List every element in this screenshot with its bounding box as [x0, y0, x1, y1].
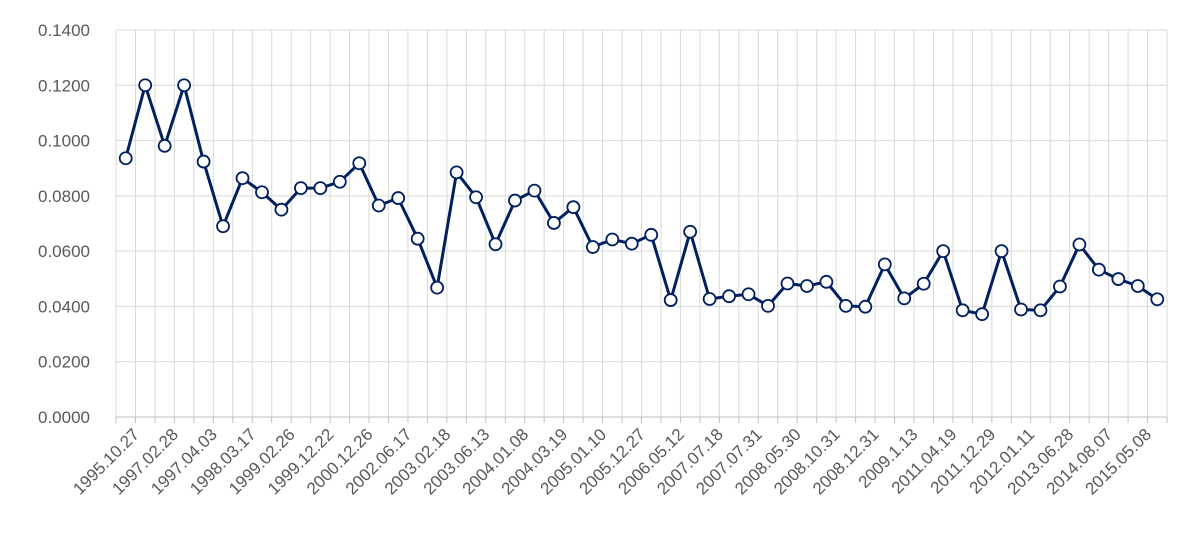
data-point	[508, 193, 522, 208]
data-point	[936, 244, 951, 259]
y-tick-label: 0.0000	[38, 408, 90, 427]
data-point	[877, 257, 892, 272]
data-point	[138, 78, 153, 93]
data-point	[683, 224, 698, 239]
data-point	[916, 276, 931, 291]
y-tick-label: 0.0400	[38, 297, 90, 316]
x-axis: 1995.10.271997.02.281997.04.031998.03.17…	[69, 416, 1168, 498]
data-point	[430, 280, 445, 295]
data-point	[585, 240, 600, 254]
data-point	[469, 190, 483, 205]
data-point	[1091, 262, 1106, 277]
data-point	[780, 276, 795, 291]
data-point	[819, 274, 834, 289]
data-point	[994, 244, 1009, 259]
data-point	[1053, 279, 1067, 294]
data-point	[410, 231, 425, 246]
gridlines	[115, 29, 1168, 417]
y-axis: 0.0000 0.0200 0.0400 0.0600 0.0800 0.1000 0.12…	[38, 21, 90, 427]
data-point	[235, 171, 250, 186]
y-tick-label: 0.1000	[38, 132, 90, 151]
y-tick-label: 0.0600	[38, 242, 90, 261]
data-point	[624, 236, 639, 251]
data-point	[332, 174, 347, 189]
data-point	[196, 154, 211, 169]
data-point	[663, 293, 678, 307]
data-point	[352, 156, 367, 171]
data-point	[293, 181, 308, 196]
data-point	[741, 287, 756, 302]
data-point	[157, 138, 172, 153]
data-point	[722, 289, 736, 304]
data-point	[313, 181, 328, 196]
data-point	[566, 200, 581, 215]
data-point	[274, 202, 289, 217]
data-point	[761, 298, 775, 313]
y-tick-label: 0.0800	[38, 187, 90, 206]
data-point	[897, 291, 912, 306]
data-point	[527, 183, 542, 198]
data-point	[449, 165, 464, 180]
data-point	[391, 191, 406, 205]
data-point	[118, 151, 133, 166]
data-point	[177, 78, 192, 93]
y-tick-label: 0.1400	[38, 21, 90, 40]
data-point	[1150, 292, 1165, 307]
data-point	[1130, 279, 1145, 293]
data-point	[1033, 303, 1048, 318]
data-point	[702, 292, 717, 306]
data-point	[488, 237, 503, 252]
data-point	[371, 198, 386, 213]
series-group	[118, 78, 1165, 322]
data-point	[1014, 302, 1028, 317]
data-point	[547, 216, 561, 230]
data-point	[1072, 237, 1087, 252]
data-point	[975, 307, 990, 322]
data-point	[644, 227, 659, 242]
data-point	[216, 219, 230, 234]
data-point	[858, 299, 873, 314]
data-point	[955, 303, 970, 318]
data-point	[255, 185, 269, 200]
y-tick-label: 0.1200	[38, 76, 90, 95]
data-point	[838, 298, 853, 313]
data-point	[1111, 272, 1126, 286]
data-point	[800, 279, 814, 293]
data-point	[605, 232, 620, 247]
y-tick-label: 0.0200	[38, 353, 90, 372]
